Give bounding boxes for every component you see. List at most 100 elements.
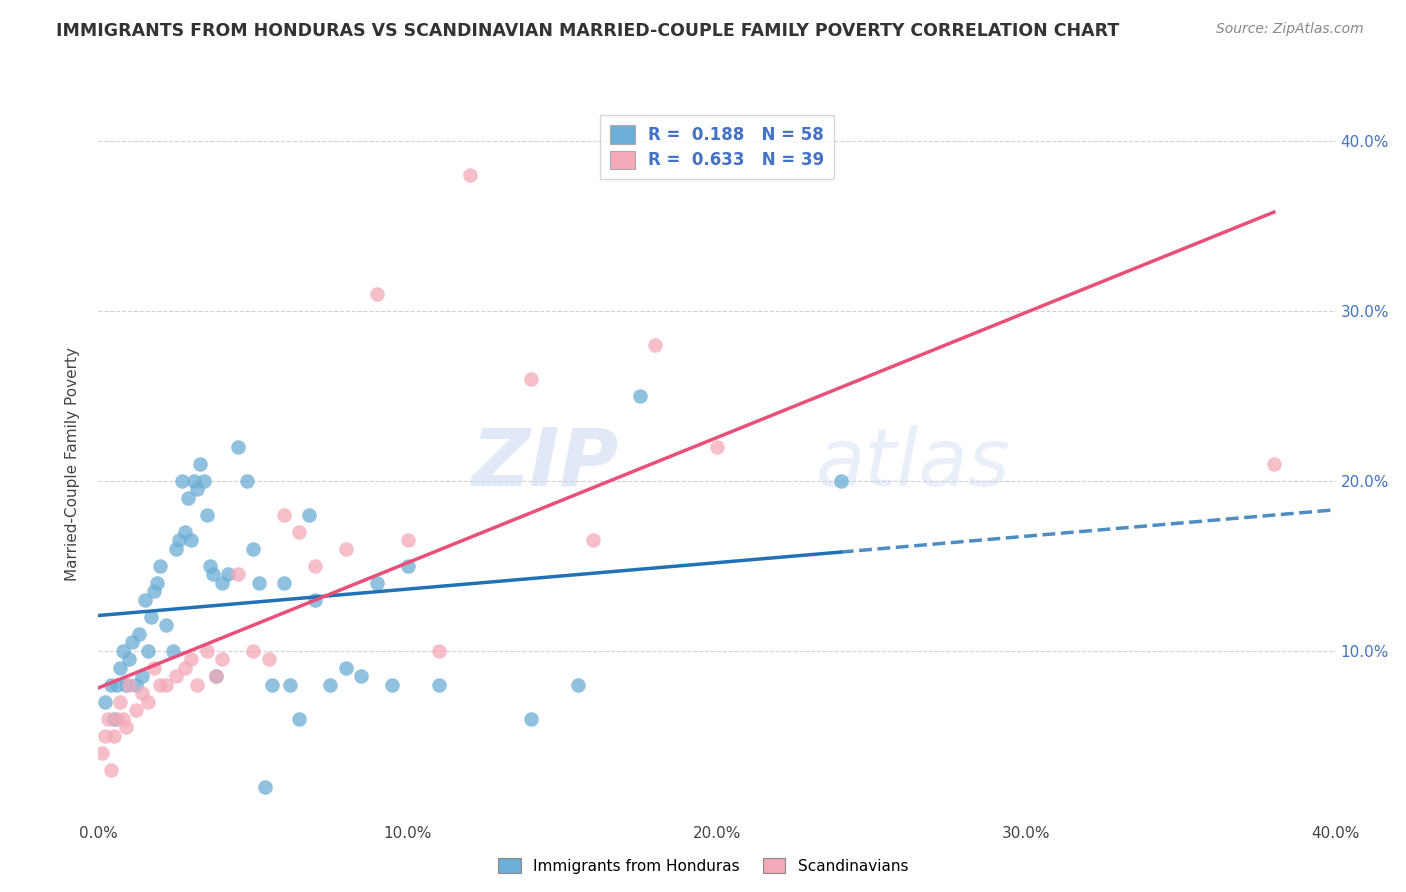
Point [174,524,197,539]
Point [105,712,128,726]
Text: IMMIGRANTS FROM HONDURAS VS SCANDINAVIAN MARRIED-COUPLE FAMILY POVERTY CORRELATI: IMMIGRANTS FROM HONDURAS VS SCANDINAVIAN… [56,22,1119,40]
Point [149,678,172,692]
Point [155,678,177,692]
Point [124,678,146,692]
Point [108,695,131,709]
Point [260,678,283,692]
Point [170,474,193,488]
Point [567,678,589,692]
Point [273,508,295,522]
Point [118,678,141,692]
Point [226,567,249,582]
Point [190,457,212,471]
Y-axis label: Married-Couple Family Poverty: Married-Couple Family Poverty [65,347,80,581]
Point [335,661,357,675]
Point [366,287,388,301]
Point [136,695,159,709]
Point [93,695,115,709]
Point [118,652,141,666]
Point [335,541,357,556]
Point [121,635,143,649]
Point [149,558,172,573]
Point [205,669,228,683]
Point [350,669,373,683]
Point [180,533,202,548]
Point [304,592,326,607]
Point [427,678,450,692]
Point [211,575,233,590]
Point [143,584,166,599]
Point [396,533,419,548]
Point [136,644,159,658]
Point [180,652,202,666]
Point [298,508,321,522]
Point [155,618,177,632]
Point [146,575,169,590]
Point [93,729,115,743]
Point [706,440,728,454]
Point [278,678,301,692]
Point [366,575,388,590]
Point [288,712,311,726]
Text: atlas: atlas [815,425,1011,503]
Point [520,712,543,726]
Point [582,533,605,548]
Point [195,508,218,522]
Point [427,644,450,658]
Point [97,712,120,726]
Text: ZIP: ZIP [471,425,619,503]
Point [103,712,125,726]
Point [193,474,215,488]
Legend: R =  0.188   N = 58, R =  0.633   N = 39: R = 0.188 N = 58, R = 0.633 N = 39 [600,115,834,179]
Point [236,474,259,488]
Point [226,440,249,454]
Point [134,592,156,607]
Point [195,644,218,658]
Point [112,644,135,658]
Point [273,575,295,590]
Point [458,168,481,182]
Point [103,729,125,743]
Point [242,541,264,556]
Point [165,669,187,683]
Point [211,652,233,666]
Point [201,567,224,582]
Point [162,644,184,658]
Point [131,669,153,683]
Point [217,567,239,582]
Point [183,474,205,488]
Point [644,338,666,352]
Point [124,703,146,717]
Point [198,558,221,573]
Point [830,474,852,488]
Point [115,678,138,692]
Point [257,652,280,666]
Point [288,524,311,539]
Point [100,678,122,692]
Point [304,558,326,573]
Point [381,678,404,692]
Point [1263,457,1285,471]
Point [628,389,651,403]
Point [205,669,228,683]
Legend: Immigrants from Honduras, Scandinavians: Immigrants from Honduras, Scandinavians [492,852,914,880]
Point [165,541,187,556]
Point [319,678,342,692]
Point [108,661,131,675]
Point [396,558,419,573]
Point [139,609,162,624]
Point [242,644,264,658]
Point [520,372,543,386]
Point [128,626,150,640]
Point [247,575,270,590]
Point [100,763,122,777]
Point [177,491,200,505]
Point [131,686,153,700]
Point [254,780,277,794]
Point [186,678,208,692]
Point [90,746,112,760]
Point [167,533,190,548]
Point [174,661,197,675]
Text: Source: ZipAtlas.com: Source: ZipAtlas.com [1216,22,1364,37]
Point [105,678,128,692]
